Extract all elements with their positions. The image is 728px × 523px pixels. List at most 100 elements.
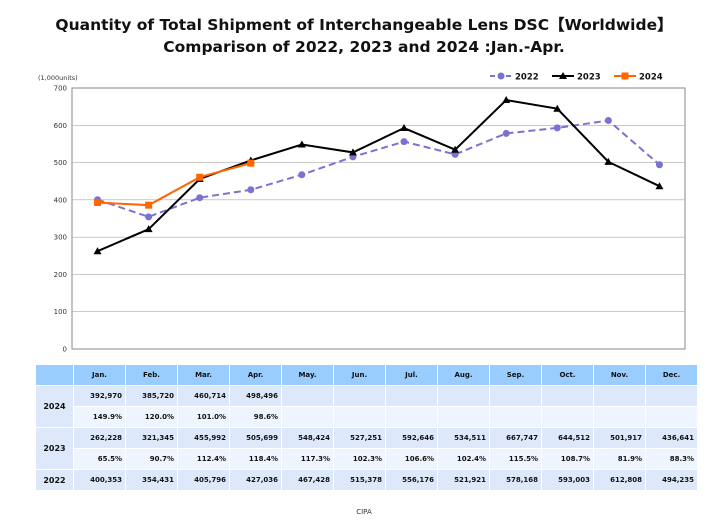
table-corner: [36, 365, 73, 385]
column-header: Oct.: [542, 365, 593, 385]
cell-percent: 120.0%: [126, 407, 177, 427]
data-point-2022: [298, 171, 306, 179]
cell-value: 515,378: [334, 470, 385, 490]
cell-percent: [386, 407, 437, 427]
cell-value: [646, 386, 697, 406]
title-line-1: Quantity of Total Shipment of Interchang…: [55, 16, 673, 34]
cell-value: 612,808: [594, 470, 645, 490]
data-point-2023: [604, 157, 613, 165]
cell-percent: 149.9%: [74, 407, 125, 427]
source-label: CIPA: [356, 508, 372, 516]
cell-percent: [646, 407, 697, 427]
cell-percent: 118.4%: [230, 449, 281, 469]
data-point-2023: [400, 124, 409, 132]
cell-percent: 108.7%: [542, 449, 593, 469]
cell-value: 354,431: [126, 470, 177, 490]
cell-value: 578,168: [490, 470, 541, 490]
column-header: Jan.: [74, 365, 125, 385]
legend-marker-2023: [559, 72, 567, 79]
column-header: Jul.: [386, 365, 437, 385]
row-year: 2022: [36, 470, 73, 490]
data-point-2022: [145, 213, 153, 221]
cell-value: 321,345: [126, 428, 177, 448]
cell-percent: 106.6%: [386, 449, 437, 469]
chart-title: Quantity of Total Shipment of Interchang…: [0, 14, 728, 58]
cell-value: 593,003: [542, 470, 593, 490]
column-header: Mar.: [178, 365, 229, 385]
cell-value: 534,511: [438, 428, 489, 448]
data-point-2023: [297, 140, 306, 148]
title-line-2: Comparison of 2022, 2023 and 2024 :Jan.-…: [163, 38, 565, 56]
row-year: 2023: [36, 428, 73, 469]
cell-value: 644,512: [542, 428, 593, 448]
cell-percent: 112.4%: [178, 449, 229, 469]
series-line-2024: [97, 162, 252, 207]
data-point-2023: [451, 145, 460, 153]
column-header: Nov.: [594, 365, 645, 385]
data-table: Jan. Feb. Mar. Apr. May. Jun. Jul. Aug. Sep. Oct.…: [35, 364, 698, 491]
cell-value: 427,036: [230, 470, 281, 490]
data-point-2023: [348, 148, 357, 156]
cell-value: 527,251: [334, 428, 385, 448]
data-point-2024: [145, 201, 153, 209]
cell-value: 498,496: [230, 386, 281, 406]
data-point-2022: [247, 186, 255, 194]
series-line-2023: [97, 98, 660, 253]
y-tick-label: 400: [54, 196, 67, 204]
cell-percent: [490, 407, 541, 427]
cell-value: 667,747: [490, 428, 541, 448]
cell-percent: 98.6%: [230, 407, 281, 427]
cell-percent: [282, 407, 333, 427]
cell-value: 405,796: [178, 470, 229, 490]
column-header: Dec.: [646, 365, 697, 385]
data-point-2024: [247, 159, 255, 167]
row-year: 2024: [36, 386, 73, 427]
cell-value: 494,235: [646, 470, 697, 490]
cell-value: [490, 386, 541, 406]
cell-value: [594, 386, 645, 406]
cell-percent: 115.5%: [490, 449, 541, 469]
data-point-2022: [553, 124, 561, 132]
y-tick-label: 700: [54, 85, 67, 93]
y-tick-label: 100: [54, 308, 67, 316]
legend-label-2024: 2024: [639, 73, 663, 83]
series-line-2022: [97, 119, 661, 218]
cell-percent: 88.3%: [646, 449, 697, 469]
y-tick-label: 300: [54, 234, 67, 242]
cell-value: 592,646: [386, 428, 437, 448]
y-tick-label: 600: [54, 122, 67, 130]
cell-value: 505,699: [230, 428, 281, 448]
cell-value: 262,228: [74, 428, 125, 448]
cell-value: [334, 386, 385, 406]
data-point-2022: [400, 138, 408, 146]
cell-percent: 90.7%: [126, 449, 177, 469]
data-point-2023: [655, 182, 664, 190]
data-point-2023: [144, 225, 153, 233]
data-point-2022: [196, 194, 204, 202]
cell-value: [282, 386, 333, 406]
cell-value: 392,970: [74, 386, 125, 406]
column-header: Aug.: [438, 365, 489, 385]
cell-percent: 65.5%: [74, 449, 125, 469]
cell-percent: 102.3%: [334, 449, 385, 469]
legend-marker-2022: [497, 72, 505, 80]
column-header: May.: [282, 365, 333, 385]
cell-percent: [438, 407, 489, 427]
y-axis-label: (1,000units): [38, 74, 78, 82]
line-chart: 0 100 200 300 400 500 600 700 (1,000units) 2022 20…: [38, 72, 686, 354]
data-point-2024: [196, 173, 204, 181]
column-header: Jun.: [334, 365, 385, 385]
legend-marker-2024: [621, 72, 629, 80]
cell-value: 385,720: [126, 386, 177, 406]
data-point-2023: [502, 96, 511, 104]
cell-value: [438, 386, 489, 406]
cell-percent: 101.0%: [178, 407, 229, 427]
y-tick-label: 0: [63, 346, 67, 354]
cell-value: 521,921: [438, 470, 489, 490]
legend-label-2022: 2022: [515, 73, 539, 83]
column-header: Apr.: [230, 365, 281, 385]
cell-percent: 102.4%: [438, 449, 489, 469]
cell-percent: [334, 407, 385, 427]
cell-value: 556,176: [386, 470, 437, 490]
cell-value: 436,641: [646, 428, 697, 448]
